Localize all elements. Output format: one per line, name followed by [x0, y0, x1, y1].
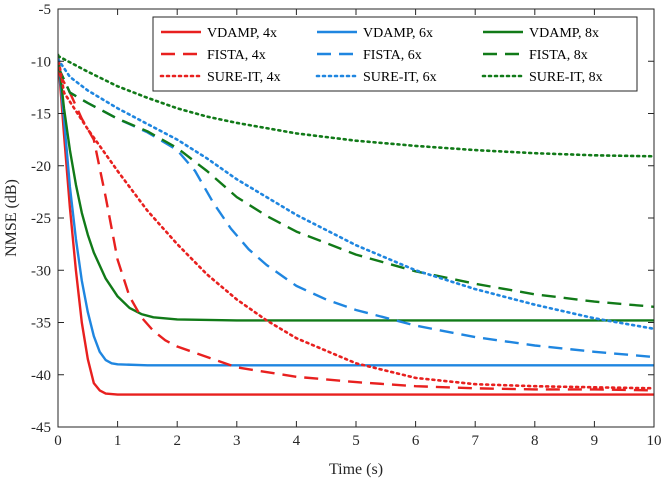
x-tick-label: 10	[647, 433, 662, 449]
x-tick-label: 7	[471, 433, 479, 449]
x-tick-label: 5	[352, 433, 360, 449]
x-tick-label: 2	[173, 433, 181, 449]
series-line-sure-it-8x	[58, 54, 654, 158]
series-line-sure-it-6x	[58, 57, 654, 331]
series-line-fista-6x	[58, 66, 654, 359]
series-line-fista-8x	[58, 66, 654, 308]
series-line-vdamp-4x	[58, 55, 654, 396]
y-tick-label: -15	[31, 107, 51, 123]
x-axis-label: Time (s)	[329, 461, 383, 478]
series-line-fista-4x	[58, 71, 654, 392]
y-tick-label: -5	[39, 2, 52, 18]
legend-entry-label: VDAMP, 6x	[363, 26, 433, 41]
series-line-sure-it-4x	[58, 54, 654, 390]
x-tick-label: 3	[233, 433, 241, 449]
legend-entry-label: FISTA, 8x	[529, 48, 588, 63]
legend: VDAMP, 4x VDAMP, 6x VDAMP, 8x FISTA, 4x FIST…	[152, 16, 638, 92]
y-tick-label: -45	[31, 420, 51, 436]
y-axis-label: NMSE (dB)	[3, 179, 20, 257]
x-tick-label: 0	[54, 433, 62, 449]
y-tick-label: -20	[31, 159, 51, 175]
y-tick-label: -25	[31, 211, 51, 227]
legend-entry-label: FISTA, 4x	[207, 48, 266, 63]
y-tick-label: -10	[31, 54, 51, 70]
x-tick-label: 4	[293, 433, 301, 449]
x-tick-label: 8	[531, 433, 539, 449]
legend-entry-label: VDAMP, 4x	[207, 26, 277, 41]
y-tick-label: -30	[31, 263, 51, 279]
legend-entry-label: SURE-IT, 8x	[529, 70, 603, 85]
legend-entry-label: VDAMP, 8x	[529, 26, 599, 41]
legend-entry-label: FISTA, 6x	[363, 48, 422, 63]
y-tick-label: -40	[31, 368, 51, 384]
series-layer	[58, 53, 654, 396]
x-tick-label: 1	[114, 433, 122, 449]
x-tick-label: 9	[591, 433, 599, 449]
ticks-layer: 0 1 2 3 4 5 6 7 8 9 10 -5 -10 -15 -20 -25 -30 -35 -40 -45	[31, 2, 662, 449]
legend-entry-label: SURE-IT, 4x	[207, 70, 281, 85]
series-line-vdamp-6x	[58, 55, 654, 367]
legend-box	[152, 16, 638, 92]
series-line-vdamp-8x	[58, 53, 654, 322]
y-tick-label: -35	[31, 316, 51, 332]
x-tick-label: 6	[412, 433, 420, 449]
legend-entry-label: SURE-IT, 6x	[363, 70, 437, 85]
